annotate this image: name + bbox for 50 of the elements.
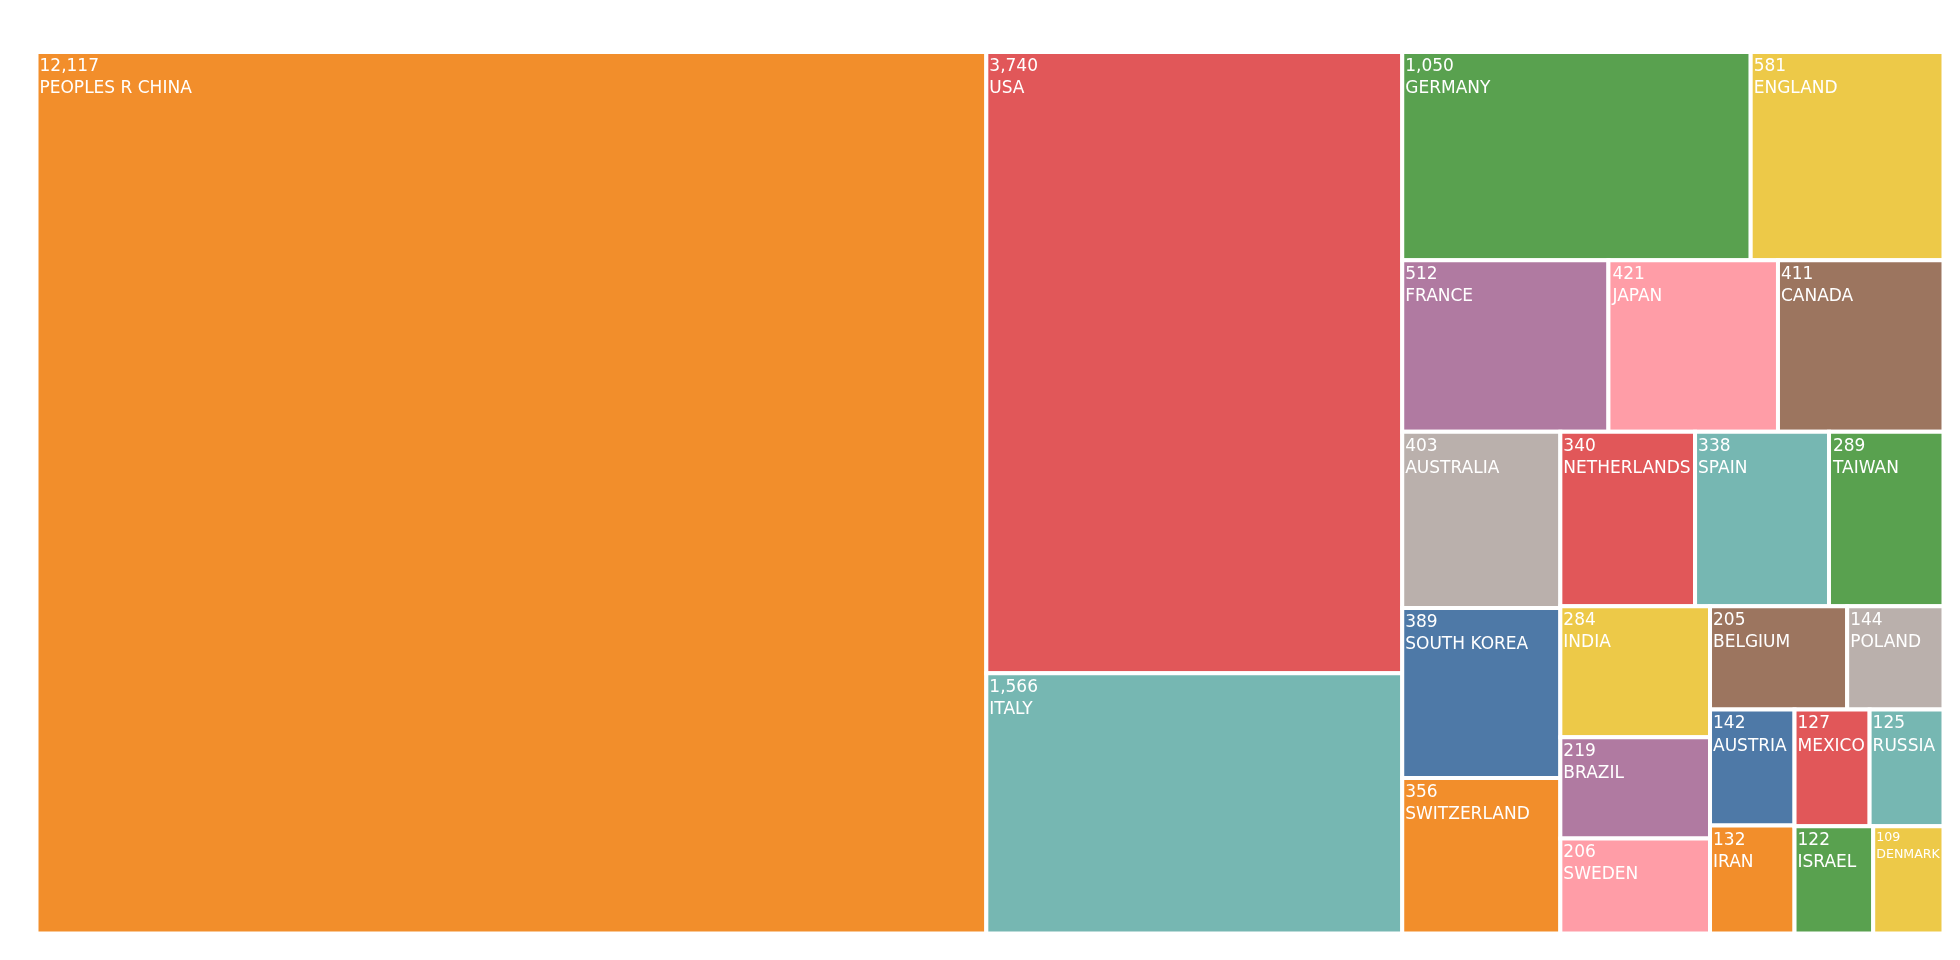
data-label: 581	[1753, 55, 1787, 75]
data-label: 284	[1563, 609, 1596, 630]
data-label: 411	[1780, 263, 1814, 284]
category-label: JAPAN	[1611, 285, 1663, 306]
data-label: 512	[1405, 263, 1438, 284]
data-label: 219	[1563, 740, 1596, 761]
data-label: 340	[1563, 434, 1596, 455]
category-label: AUSTRALIA	[1405, 456, 1500, 477]
data-label: 403	[1405, 434, 1438, 455]
category-label: GERMANY	[1405, 77, 1491, 98]
data-label: 1,566	[989, 676, 1038, 697]
category-label: IRAN	[1713, 850, 1754, 871]
category-label: ISRAEL	[1797, 851, 1857, 872]
category-label: INDIA	[1563, 631, 1612, 652]
category-label: ENGLAND	[1753, 77, 1838, 98]
data-label: 3,740	[989, 55, 1038, 75]
data-label: 122	[1797, 829, 1830, 850]
data-label: 12,117	[39, 55, 99, 75]
category-label: TAIWAN	[1831, 456, 1899, 477]
category-label: PEOPLES R CHINA	[39, 77, 193, 98]
data-label: 389	[1405, 610, 1438, 631]
category-label: POLAND	[1850, 631, 1922, 652]
category-label: SOUTH KOREA	[1405, 633, 1529, 654]
data-label: 144	[1850, 609, 1883, 630]
category-label: AUSTRIA	[1713, 734, 1788, 755]
category-label: SPAIN	[1698, 456, 1748, 477]
data-label: 1,050	[1405, 55, 1454, 75]
category-label: NETHERLANDS	[1563, 456, 1691, 477]
category-label: FRANCE	[1405, 285, 1474, 306]
category-label: RUSSIA	[1872, 734, 1936, 755]
category-label: SWEDEN	[1563, 863, 1639, 884]
category-label: BELGIUM	[1713, 631, 1791, 652]
data-label: 338	[1698, 434, 1731, 455]
data-label: 206	[1563, 841, 1596, 862]
data-label: 127	[1797, 712, 1830, 733]
category-label: USA	[989, 77, 1025, 98]
data-label: 421	[1612, 263, 1645, 284]
category-label: BRAZIL	[1563, 762, 1625, 783]
data-label: 109	[1876, 829, 1901, 845]
data-label: 356	[1405, 780, 1438, 801]
category-label: DENMARK	[1876, 845, 1941, 861]
data-label: 289	[1832, 434, 1866, 455]
category-label: SWITZERLAND	[1405, 803, 1530, 824]
category-label: ITALY	[989, 698, 1034, 719]
category-label: CANADA	[1780, 285, 1854, 306]
category-label: MEXICO	[1797, 734, 1865, 755]
data-label: 142	[1713, 712, 1746, 733]
data-label: 125	[1872, 712, 1906, 733]
data-label: 205	[1713, 609, 1746, 630]
data-label: 132	[1713, 828, 1746, 849]
